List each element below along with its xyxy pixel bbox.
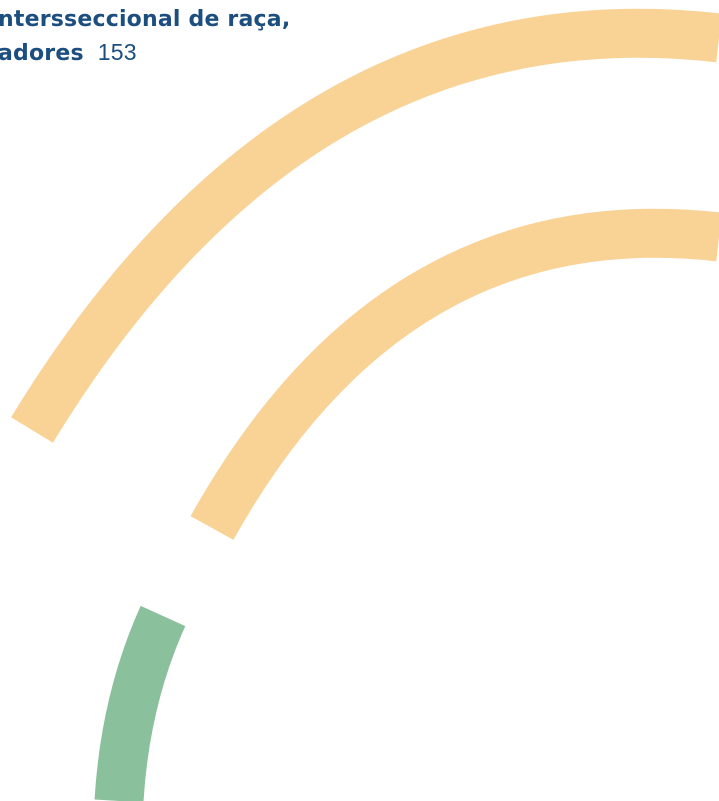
header-title-line-2-text: adores: [0, 41, 84, 66]
header-title-line-1: ntersseccional de raça,: [0, 7, 291, 32]
header-title-line-2: adores 153: [0, 38, 137, 68]
green-arc: [94, 605, 186, 801]
page-number: 153: [97, 39, 137, 65]
inner-orange-arc: [190, 208, 719, 540]
outer-orange-arc: [11, 8, 719, 443]
running-header: ntersseccional de raça, adores 153: [0, 0, 719, 66]
